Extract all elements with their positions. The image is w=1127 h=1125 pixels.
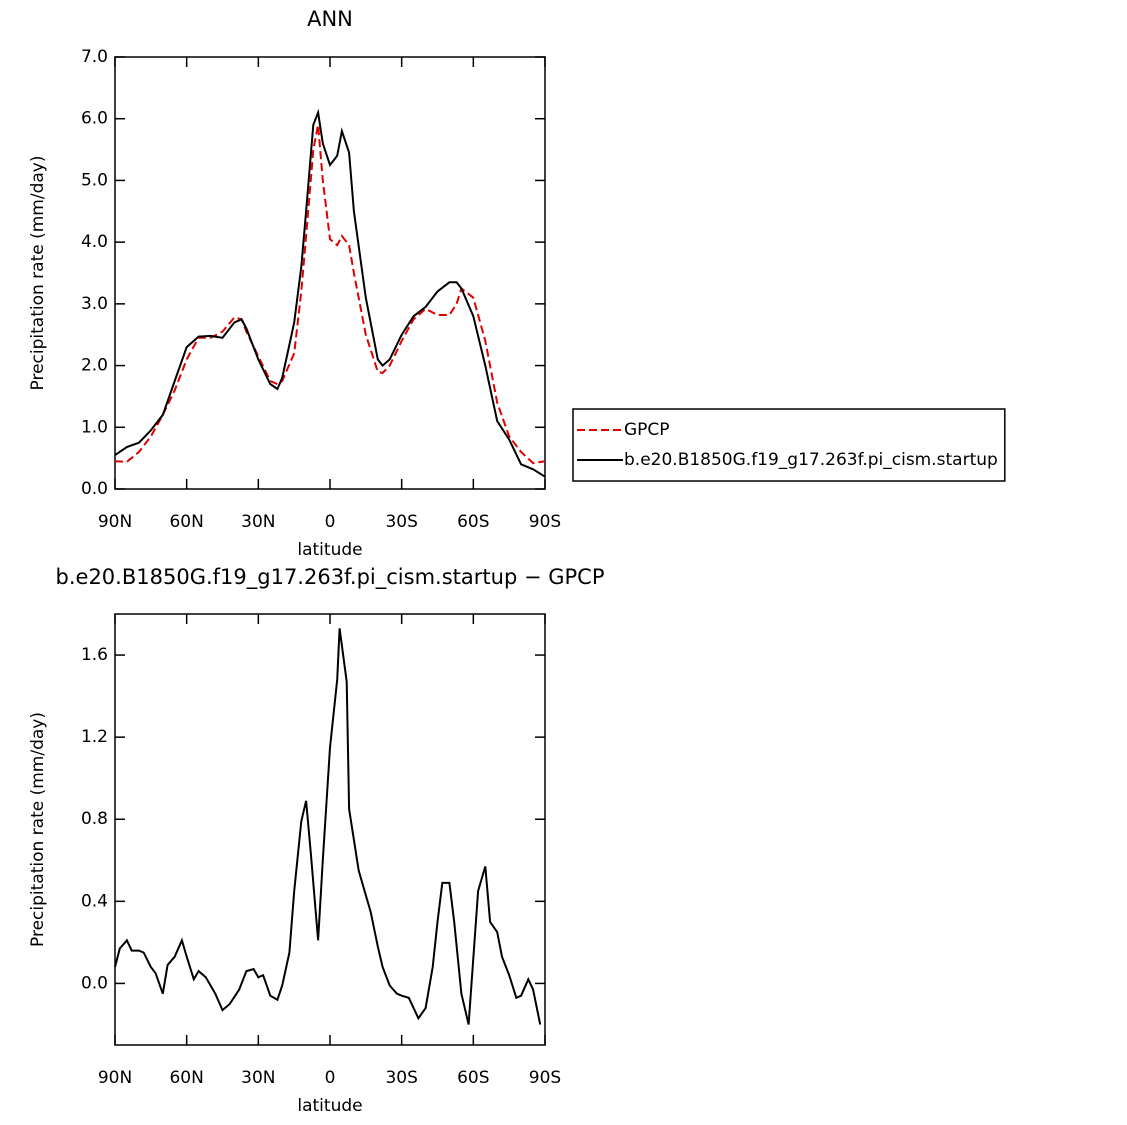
y-tick-label: 0.8 bbox=[81, 809, 108, 829]
y-tick-label: 6.0 bbox=[81, 109, 108, 129]
chart-title: ANN bbox=[307, 7, 353, 31]
x-tick-label: 0 bbox=[325, 512, 336, 532]
x-tick-label: 60S bbox=[457, 1068, 489, 1088]
y-tick-label: 2.0 bbox=[81, 356, 108, 376]
x-tick-label: 30N bbox=[241, 512, 275, 532]
legend-box bbox=[572, 408, 1006, 482]
plot-frame bbox=[114, 56, 546, 490]
x-tick-label: 90S bbox=[529, 1068, 561, 1088]
y-tick-label: 0.4 bbox=[81, 891, 108, 911]
y-tick-label: 0.0 bbox=[81, 973, 108, 993]
y-tick-label: 7.0 bbox=[81, 47, 108, 67]
plot-frame bbox=[114, 613, 546, 1046]
x-tick-label: 30N bbox=[241, 1068, 275, 1088]
y-tick-label: 4.0 bbox=[81, 232, 108, 252]
x-tick-label: 30S bbox=[385, 512, 417, 532]
x-tick-label: 90N bbox=[98, 512, 132, 532]
data-line bbox=[114, 108, 546, 478]
y-tick-label: 5.0 bbox=[81, 170, 108, 190]
legend-label: GPCP bbox=[624, 420, 670, 440]
y-axis-label: Precipitation rate (mm/day) bbox=[28, 156, 48, 391]
x-axis-label: latitude bbox=[297, 1096, 362, 1116]
data-line bbox=[114, 124, 546, 465]
y-tick-label: 0.0 bbox=[81, 479, 108, 499]
y-tick-label: 1.6 bbox=[81, 645, 108, 665]
y-axis-label: Precipitation rate (mm/day) bbox=[28, 712, 48, 947]
x-tick-label: 0 bbox=[325, 1068, 336, 1088]
x-tick-label: 60N bbox=[169, 1068, 203, 1088]
y-tick-label: 3.0 bbox=[81, 294, 108, 314]
x-tick-label: 90N bbox=[98, 1068, 132, 1088]
x-tick-label: 60S bbox=[457, 512, 489, 532]
x-tick-label: 30S bbox=[385, 1068, 417, 1088]
data-line bbox=[114, 628, 542, 1025]
y-tick-label: 1.2 bbox=[81, 727, 108, 747]
legend-label: b.e20.B1850G.f19_g17.263f.pi_cism.startu… bbox=[624, 450, 998, 470]
x-tick-label: 60N bbox=[169, 512, 203, 532]
x-axis-label: latitude bbox=[297, 540, 362, 560]
y-tick-label: 1.0 bbox=[81, 417, 108, 437]
x-tick-label: 90S bbox=[529, 512, 561, 532]
chart-title: b.e20.B1850G.f19_g17.263f.pi_cism.startu… bbox=[56, 565, 605, 590]
